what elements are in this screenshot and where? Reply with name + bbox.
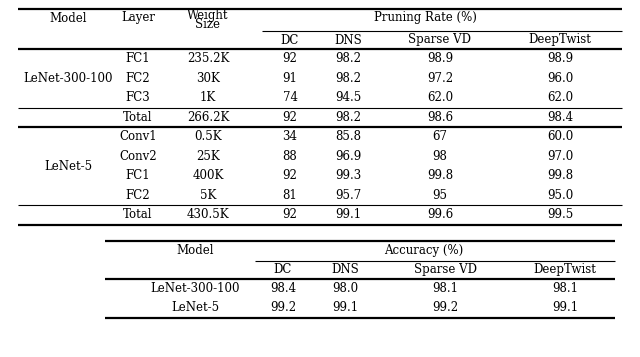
Text: DNS: DNS [331, 263, 359, 276]
Text: 95.7: 95.7 [335, 189, 361, 202]
Text: DeepTwist: DeepTwist [534, 263, 596, 276]
Text: 94.5: 94.5 [335, 91, 361, 104]
Text: LeNet-5: LeNet-5 [171, 301, 219, 314]
Text: 99.1: 99.1 [335, 208, 361, 221]
Text: 92: 92 [283, 208, 298, 221]
Text: FC2: FC2 [125, 72, 150, 85]
Text: 99.3: 99.3 [335, 169, 361, 182]
Text: 97.0: 97.0 [547, 150, 573, 163]
Text: Conv1: Conv1 [119, 130, 157, 143]
Text: 98.2: 98.2 [335, 111, 361, 124]
Text: FC1: FC1 [125, 52, 150, 65]
Text: 74: 74 [282, 91, 298, 104]
Text: LeNet-300-100: LeNet-300-100 [23, 72, 113, 85]
Text: 99.8: 99.8 [427, 169, 453, 182]
Text: 98.4: 98.4 [270, 282, 296, 295]
Text: Total: Total [124, 111, 153, 124]
Text: Weight: Weight [188, 9, 228, 21]
Text: 5K: 5K [200, 189, 216, 202]
Text: DC: DC [274, 263, 292, 276]
Text: 98.1: 98.1 [552, 282, 578, 295]
Text: 67: 67 [433, 130, 447, 143]
Text: 96.9: 96.9 [335, 150, 361, 163]
Text: 99.8: 99.8 [547, 169, 573, 182]
Text: 266.2K: 266.2K [187, 111, 229, 124]
Text: 99.2: 99.2 [432, 301, 458, 314]
Text: 96.0: 96.0 [547, 72, 573, 85]
Text: 92: 92 [283, 111, 298, 124]
Text: 85.8: 85.8 [335, 130, 361, 143]
Text: 99.2: 99.2 [270, 301, 296, 314]
Text: Sparse VD: Sparse VD [408, 34, 472, 46]
Text: Pruning Rate (%): Pruning Rate (%) [374, 11, 476, 25]
Text: 98.1: 98.1 [432, 282, 458, 295]
Text: Total: Total [124, 208, 153, 221]
Text: 98.4: 98.4 [547, 111, 573, 124]
Text: 62.0: 62.0 [547, 91, 573, 104]
Text: 99.1: 99.1 [332, 301, 358, 314]
Text: Model: Model [176, 244, 214, 257]
Text: 62.0: 62.0 [427, 91, 453, 104]
Text: DC: DC [281, 34, 299, 46]
Text: LeNet-5: LeNet-5 [44, 160, 92, 172]
Text: FC2: FC2 [125, 189, 150, 202]
Text: 95: 95 [433, 189, 447, 202]
Text: 235.2K: 235.2K [187, 52, 229, 65]
Text: 98.2: 98.2 [335, 52, 361, 65]
Text: 98.9: 98.9 [547, 52, 573, 65]
Text: 92: 92 [283, 52, 298, 65]
Text: 97.2: 97.2 [427, 72, 453, 85]
Text: Model: Model [49, 11, 87, 25]
Text: 81: 81 [283, 189, 298, 202]
Text: 98.2: 98.2 [335, 72, 361, 85]
Text: Sparse VD: Sparse VD [413, 263, 477, 276]
Text: 1K: 1K [200, 91, 216, 104]
Text: Layer: Layer [121, 11, 155, 25]
Text: 91: 91 [283, 72, 298, 85]
Text: Conv2: Conv2 [119, 150, 157, 163]
Text: Accuracy (%): Accuracy (%) [385, 244, 463, 257]
Text: 95.0: 95.0 [547, 189, 573, 202]
Text: LeNet-300-100: LeNet-300-100 [150, 282, 240, 295]
Text: FC3: FC3 [125, 91, 150, 104]
Text: 25K: 25K [196, 150, 220, 163]
Text: 34: 34 [282, 130, 298, 143]
Text: 98.0: 98.0 [332, 282, 358, 295]
Text: 99.5: 99.5 [547, 208, 573, 221]
Text: 88: 88 [283, 150, 298, 163]
Text: 99.6: 99.6 [427, 208, 453, 221]
Text: 400K: 400K [192, 169, 224, 182]
Text: FC1: FC1 [125, 169, 150, 182]
Text: 98.6: 98.6 [427, 111, 453, 124]
Text: 30K: 30K [196, 72, 220, 85]
Text: 99.1: 99.1 [552, 301, 578, 314]
Text: 0.5K: 0.5K [194, 130, 222, 143]
Text: DeepTwist: DeepTwist [529, 34, 591, 46]
Text: 98.9: 98.9 [427, 52, 453, 65]
Text: 92: 92 [283, 169, 298, 182]
Text: DNS: DNS [334, 34, 362, 46]
Text: 60.0: 60.0 [547, 130, 573, 143]
Text: 98: 98 [433, 150, 447, 163]
Text: 430.5K: 430.5K [187, 208, 229, 221]
Text: Size: Size [195, 19, 221, 31]
